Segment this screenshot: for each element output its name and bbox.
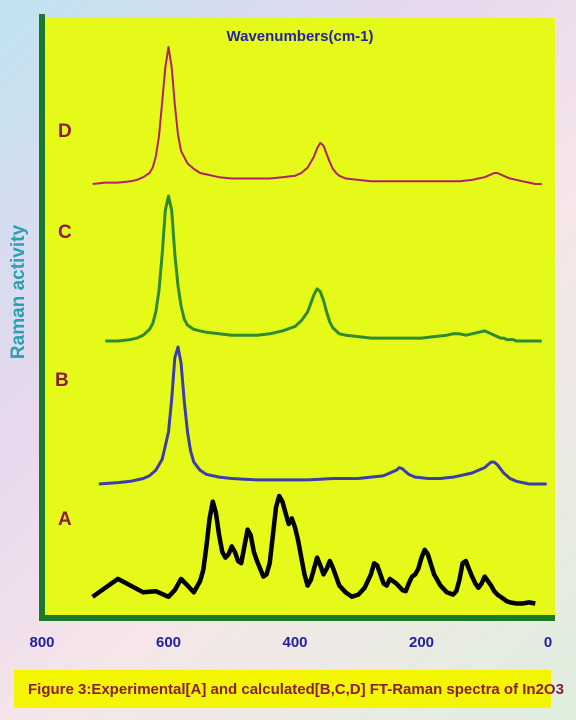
figure-caption-box: Figure 3:Experimental[A] and calculated[… [14, 670, 564, 708]
series-label-d: D [58, 121, 72, 142]
series-line-b [98, 345, 547, 486]
series-label-c: C [58, 222, 72, 243]
x-tick-label-800: 800 [29, 634, 54, 651]
x-tick-label-0: 0 [544, 634, 552, 651]
series-line-d [92, 46, 542, 185]
series-label-b: B [55, 370, 69, 391]
series-line-c [105, 194, 542, 343]
plot-area [42, 18, 555, 618]
x-tick-label-200: 200 [409, 634, 434, 651]
series-label-a: A [58, 509, 72, 530]
y-axis-label: Raman activity [8, 225, 29, 360]
x-tick-layer: 800 600 400 200 0 [29, 634, 552, 651]
figure-caption: Figure 3:Experimental[A] and calculated[… [28, 680, 564, 698]
x-tick-label-400: 400 [282, 634, 307, 651]
chart-title: Wavenumbers(cm-1) [227, 28, 374, 45]
series-label-layer: A B C D [55, 121, 72, 530]
series-line-a [91, 493, 536, 606]
series-layer [91, 46, 547, 606]
x-tick-label-600: 600 [156, 634, 181, 651]
